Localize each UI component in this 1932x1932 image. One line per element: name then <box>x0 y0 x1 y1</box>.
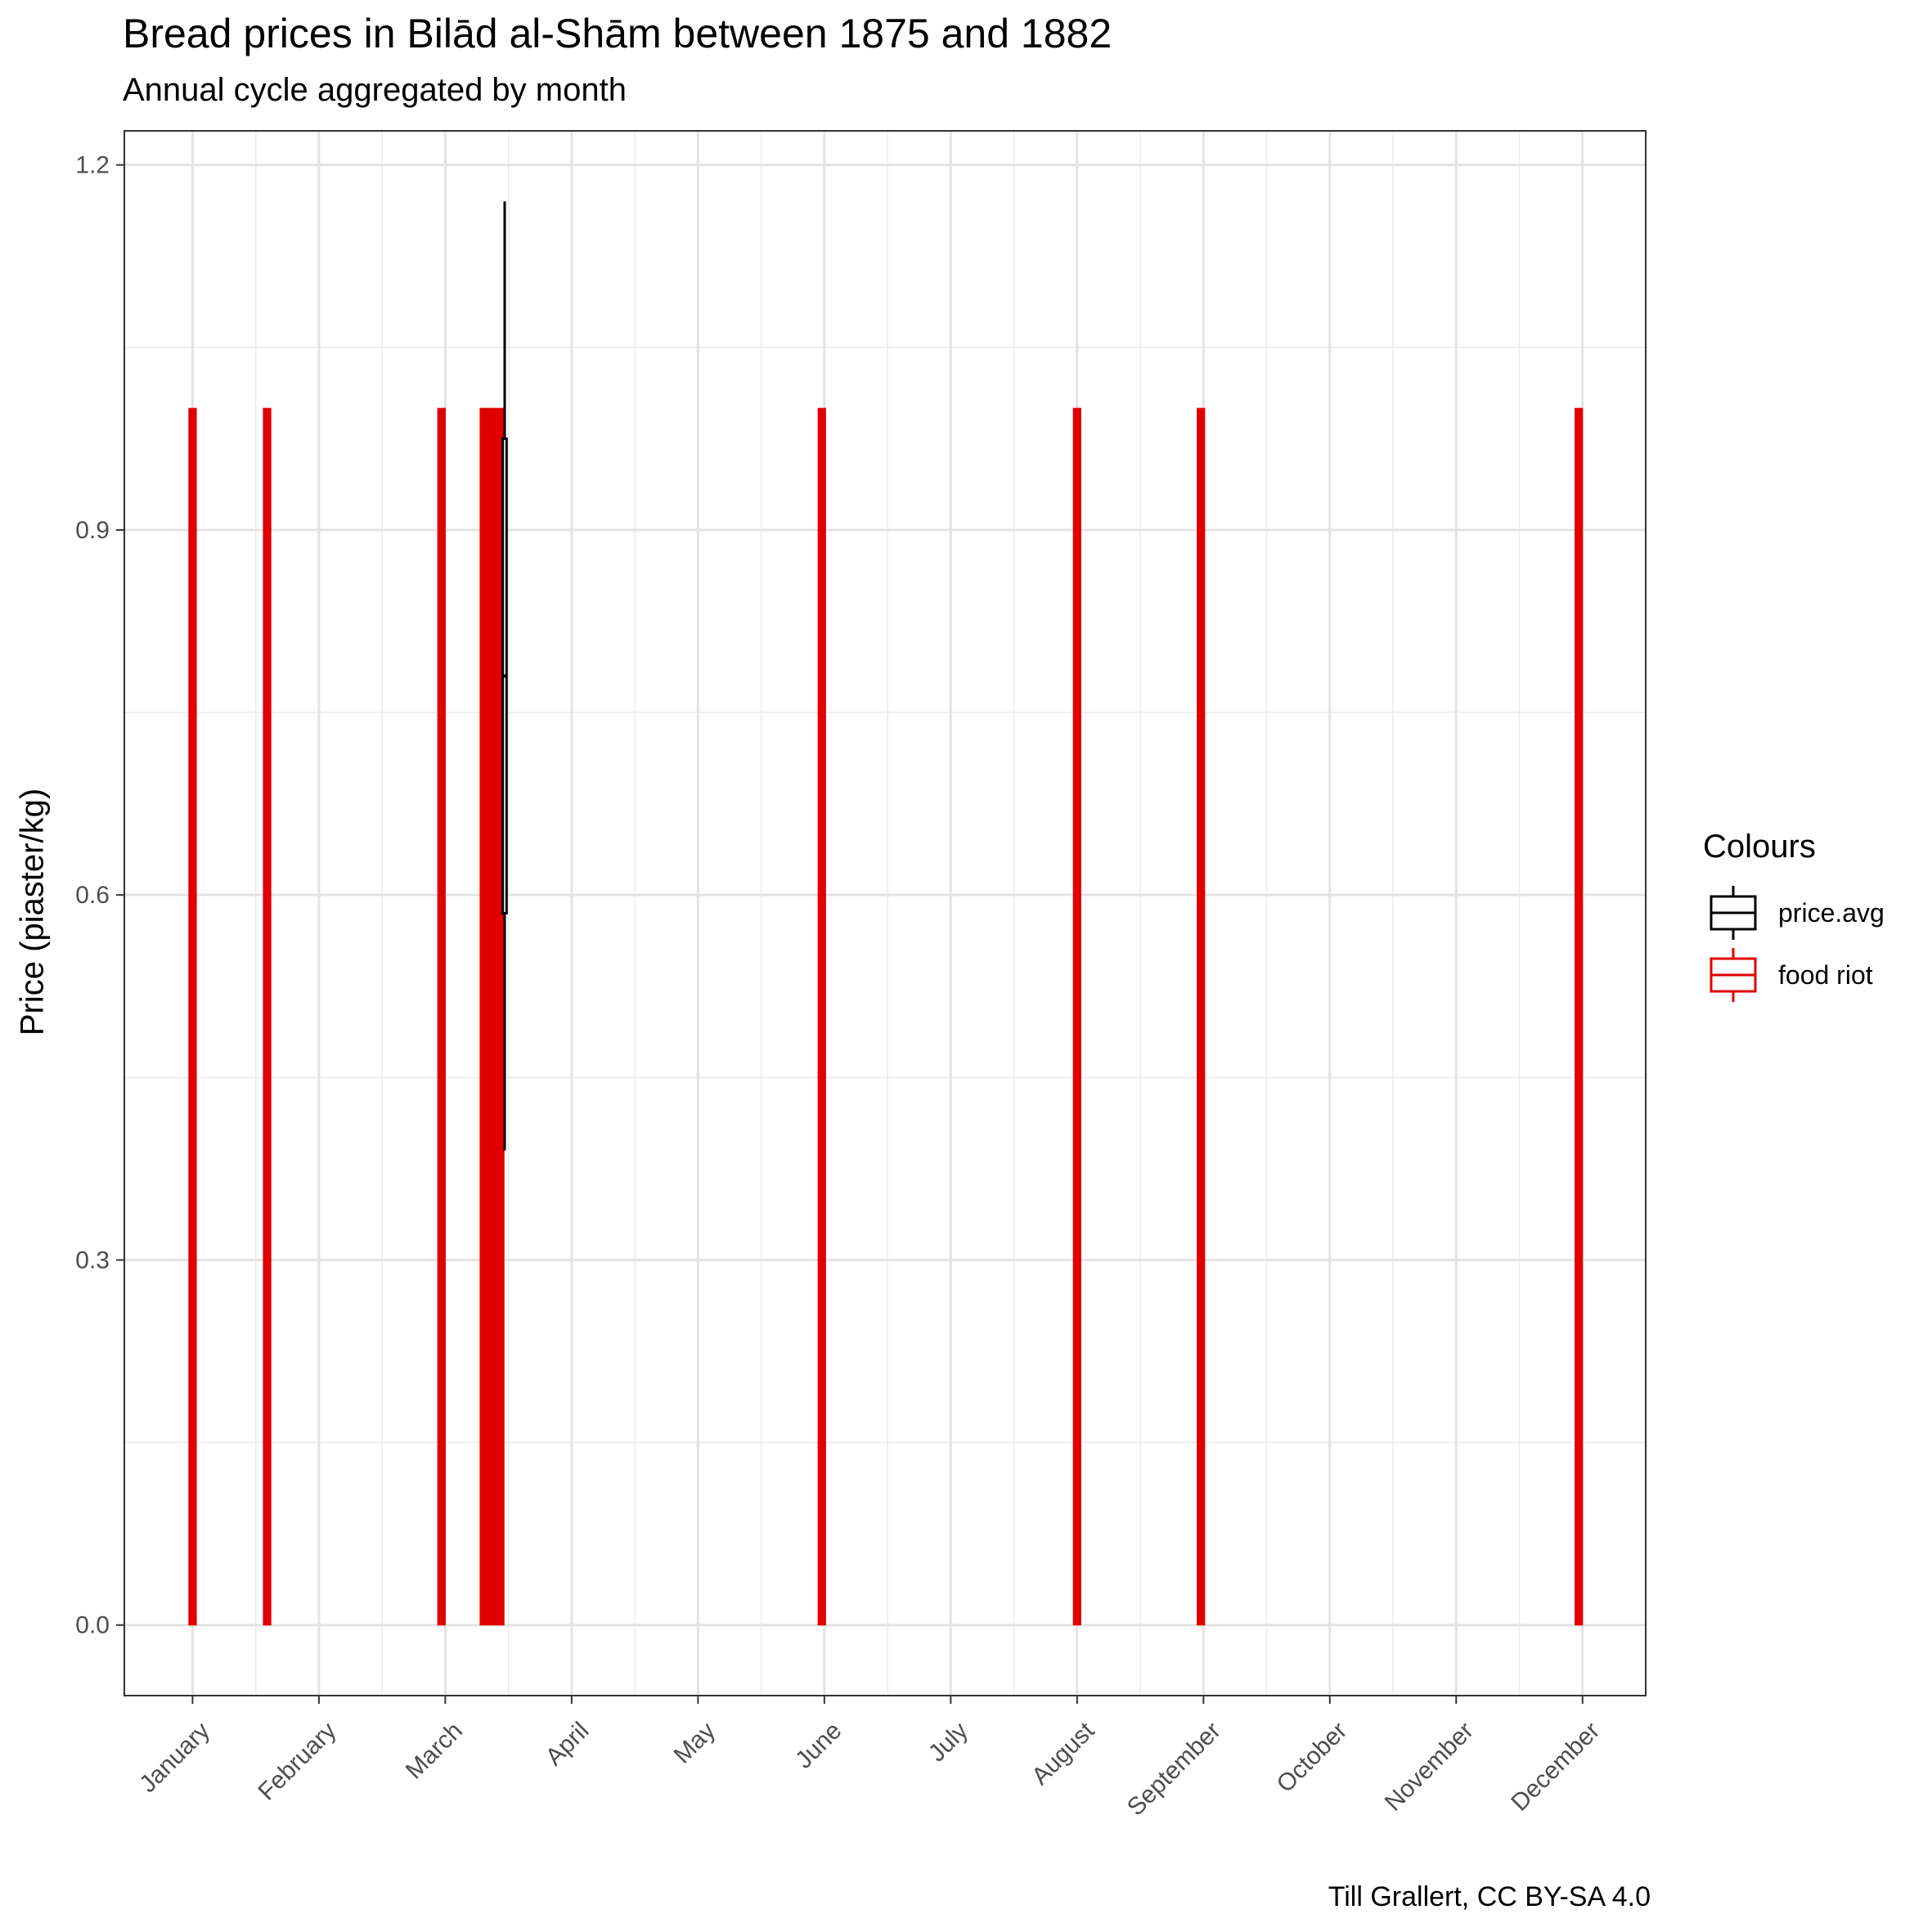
food-riot-bar <box>437 407 446 1626</box>
x-tick-label: September <box>1122 1717 1226 1821</box>
axes: 0.0 0.3 0.6 0.9 1.2 January February March April… <box>75 152 1605 1822</box>
y-tick-label: 0.0 <box>75 1612 110 1639</box>
x-tick-label: March <box>401 1717 468 1784</box>
food-riot-bar <box>1574 407 1584 1626</box>
food-riot-bar <box>479 407 505 1626</box>
x-tick-label: August <box>1027 1717 1100 1790</box>
x-tick-label: October <box>1272 1717 1353 1798</box>
food-riot-bar <box>1072 407 1081 1626</box>
food-riot-bar <box>1197 407 1206 1626</box>
chart-caption: Till Grallert, CC BY-SA 4.0 <box>1328 1881 1651 1912</box>
food-riot-bar <box>263 407 272 1626</box>
food-riot-bar <box>188 407 197 1626</box>
x-tick-label: February <box>253 1717 341 1805</box>
x-tick-label: April <box>541 1717 595 1771</box>
legend-title: Colours <box>1703 829 1816 865</box>
chart-marks <box>188 201 1584 1626</box>
y-tick-label: 0.3 <box>75 1247 110 1274</box>
y-tick-label: 0.9 <box>75 517 110 544</box>
x-tick-label: January <box>134 1717 215 1798</box>
food-riot-bar <box>817 407 826 1626</box>
grid-lines <box>124 131 1646 1696</box>
legend-label: food riot <box>1778 960 1873 990</box>
y-tick-label: 0.6 <box>75 882 110 909</box>
x-tick-label: December <box>1506 1717 1605 1816</box>
y-tick-label: 1.2 <box>75 152 110 179</box>
legend: Colours price.avg food riot <box>1703 829 1885 1002</box>
x-tick-label: July <box>923 1717 973 1767</box>
chart-subtitle: Annual cycle aggregated by month <box>123 72 627 108</box>
x-tick-label: June <box>790 1717 847 1773</box>
plot-panel-border <box>124 130 1647 1696</box>
chart-title: Bread prices in Bilād al-Shām between 18… <box>123 11 1112 56</box>
x-tick-label: November <box>1380 1717 1479 1816</box>
x-tick-label: May <box>669 1717 721 1768</box>
legend-label: price.avg <box>1778 898 1885 928</box>
